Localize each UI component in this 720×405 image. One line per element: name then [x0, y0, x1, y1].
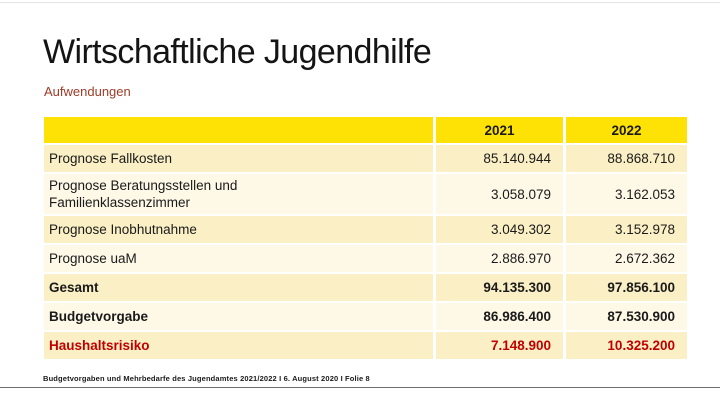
row-value-2022: 2.672.362: [566, 245, 687, 272]
row-value-2022: 97.856.100: [566, 274, 687, 301]
row-label: Prognose uaM: [44, 245, 433, 272]
row-value-2021: 2.886.970: [436, 245, 563, 272]
header-cell-empty: [44, 117, 433, 143]
table-row-gesamt: Gesamt 94.135.300 97.856.100: [44, 274, 687, 301]
slide-subtitle: Aufwendungen: [44, 84, 131, 99]
table-row-prognose-fallkosten: Prognose Fallkosten 85.140.944 88.868.71…: [44, 145, 687, 172]
table-row-budgetvorgabe: Budgetvorgabe 86.986.400 87.530.900: [44, 303, 687, 330]
top-divider: [0, 2, 720, 3]
row-label: Gesamt: [44, 274, 433, 301]
row-value-2021: 94.135.300: [436, 274, 563, 301]
header-cell-2022: 2022: [566, 117, 687, 143]
row-value-2021: 3.058.079: [436, 174, 563, 214]
header-cell-2021: 2021: [436, 117, 563, 143]
table-row-prognose-uam: Prognose uaM 2.886.970 2.672.362: [44, 245, 687, 272]
row-label: Prognose Beratungsstellen und Familienkl…: [44, 174, 433, 214]
row-value-2021: 3.049.302: [436, 216, 563, 243]
row-value-2022: 3.152.978: [566, 216, 687, 243]
row-value-2022: 87.530.900: [566, 303, 687, 330]
footer-divider: [0, 387, 720, 388]
table-row-haushaltsrisiko: Haushaltsrisiko 7.148.900 10.325.200: [44, 332, 687, 359]
row-label: Prognose Fallkosten: [44, 145, 433, 172]
row-value-2022: 3.162.053: [566, 174, 687, 214]
row-value-2021: 85.140.944: [436, 145, 563, 172]
table-header-row: 2021 2022: [44, 117, 687, 143]
table-row-prognose-inobhutnahme: Prognose Inobhutnahme 3.049.302 3.152.97…: [44, 216, 687, 243]
row-value-2022: 10.325.200: [566, 332, 687, 359]
row-value-2021: 86.986.400: [436, 303, 563, 330]
row-value-2021: 7.148.900: [436, 332, 563, 359]
table-row-prognose-beratungsstellen: Prognose Beratungsstellen und Familienkl…: [44, 174, 687, 214]
budget-table-container: 2021 2022 Prognose Fallkosten 85.140.944…: [41, 115, 690, 361]
row-value-2022: 88.868.710: [566, 145, 687, 172]
row-label: Prognose Inobhutnahme: [44, 216, 433, 243]
row-label: Budgetvorgabe: [44, 303, 433, 330]
slide-footer: Budgetvorgaben und Mehrbedarfe des Jugen…: [43, 374, 370, 383]
row-label: Haushaltsrisiko: [44, 332, 433, 359]
slide-title: Wirtschaftliche Jugendhilfe: [43, 33, 432, 71]
budget-table: 2021 2022 Prognose Fallkosten 85.140.944…: [41, 115, 690, 361]
